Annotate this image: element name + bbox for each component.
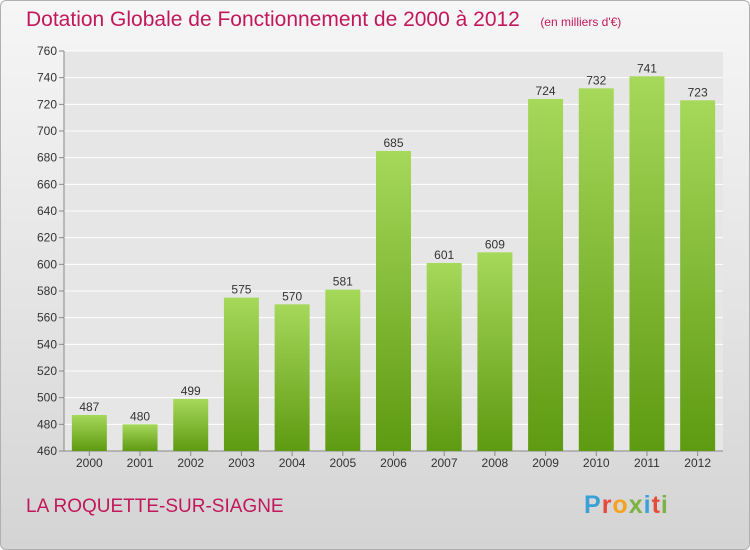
brand-letter: x — [628, 491, 644, 519]
bar-value-label: 581 — [333, 275, 353, 289]
municipality-name: LA ROQUETTE-SUR-SIAGNE — [26, 496, 284, 517]
bar — [578, 88, 614, 451]
x-tick-label: 2004 — [279, 456, 306, 470]
bar-value-label: 741 — [637, 61, 657, 75]
bar — [173, 399, 209, 451]
bar-value-label: 480 — [130, 409, 150, 423]
y-tick-label: 700 — [37, 124, 57, 138]
brand-letter: i — [643, 491, 652, 519]
x-tick-label: 2005 — [329, 456, 356, 470]
x-tick-label: 2000 — [76, 456, 103, 470]
bar — [223, 297, 259, 451]
title-row: Dotation Globale de Fonctionnement de 20… — [26, 8, 621, 32]
y-tick-label: 580 — [37, 284, 57, 298]
bar-value-label: 487 — [79, 400, 99, 414]
bar — [680, 100, 716, 451]
bar-value-label: 724 — [536, 84, 556, 98]
bar-value-label: 609 — [485, 237, 505, 251]
bar — [376, 151, 411, 451]
bar-value-label: 499 — [181, 384, 201, 398]
chart-subtitle: (en milliers d'€) — [540, 15, 622, 29]
x-tick-label: 2011 — [634, 456, 660, 470]
brand-letter: r — [601, 491, 613, 519]
x-tick-label: 2001 — [127, 456, 154, 470]
y-tick-label: 640 — [37, 204, 57, 218]
x-tick-label: 2006 — [380, 456, 407, 470]
brand-letter: t — [651, 491, 661, 519]
bar — [122, 424, 158, 451]
bar — [477, 252, 513, 451]
bar-value-label: 575 — [231, 283, 251, 297]
bar — [274, 304, 310, 451]
y-tick-label: 460 — [37, 444, 57, 458]
x-tick-label: 2002 — [177, 456, 204, 470]
y-tick-label: 620 — [37, 231, 57, 245]
bar-value-label: 570 — [282, 289, 302, 303]
bar — [629, 76, 665, 451]
bar — [325, 289, 361, 451]
bar — [528, 99, 564, 451]
brand-letter: i — [660, 491, 669, 519]
y-tick-label: 540 — [37, 337, 57, 351]
x-tick-label: 2012 — [684, 456, 711, 470]
x-tick-label: 2007 — [431, 456, 458, 470]
y-tick-label: 560 — [37, 311, 57, 325]
y-tick-label: 720 — [37, 97, 57, 111]
brand-logo: Proxiti — [584, 491, 669, 520]
x-tick-label: 2009 — [532, 456, 559, 470]
x-tick-label: 2003 — [228, 456, 255, 470]
x-tick-label: 2008 — [482, 456, 509, 470]
y-tick-label: 480 — [37, 417, 57, 431]
bar — [426, 263, 462, 451]
y-tick-label: 680 — [37, 151, 57, 165]
chart-title: Dotation Globale de Fonctionnement de 20… — [26, 8, 520, 31]
bar-value-label: 723 — [688, 85, 708, 99]
x-tick-label: 2010 — [583, 456, 610, 470]
brand-letter: o — [612, 491, 629, 519]
y-tick-label: 600 — [37, 257, 57, 271]
y-tick-label: 660 — [37, 177, 57, 191]
bar-value-label: 601 — [434, 248, 454, 262]
bar — [71, 415, 107, 451]
brand-letter: P — [584, 491, 602, 519]
y-tick-label: 760 — [37, 44, 57, 58]
bar-value-label: 732 — [586, 73, 606, 87]
y-tick-label: 740 — [37, 71, 57, 85]
y-tick-label: 500 — [37, 391, 57, 405]
bar-value-label: 685 — [383, 136, 403, 150]
y-tick-label: 520 — [37, 364, 57, 378]
